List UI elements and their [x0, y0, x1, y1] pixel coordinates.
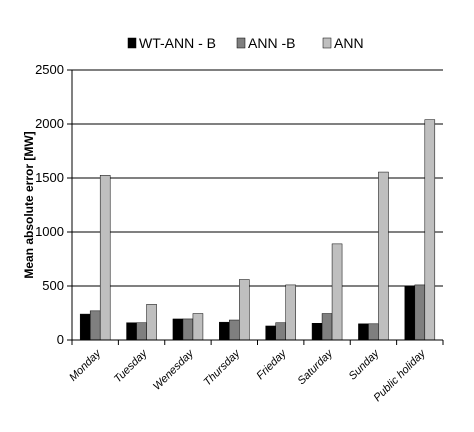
legend-label: ANN	[334, 35, 364, 51]
bar	[275, 322, 286, 341]
x-category-label: Thursday	[202, 347, 244, 389]
bar	[414, 284, 426, 341]
y-tick-label: 500	[42, 278, 64, 293]
y-tick-label: 1500	[35, 170, 64, 185]
bar	[331, 243, 343, 341]
bar	[126, 322, 137, 341]
x-category-label: Frieday	[254, 347, 289, 382]
bars	[79, 119, 436, 341]
bar	[321, 313, 333, 341]
bar	[79, 313, 91, 341]
y-tick-label: 1000	[35, 224, 64, 239]
bar	[285, 284, 296, 341]
x-tick-labels: Monday Tuesday Wenesday Thursday Frieday Satu…	[67, 347, 429, 405]
x-category-label: Saturday	[296, 347, 337, 388]
bar	[89, 310, 101, 341]
legend-label: ANN -B	[248, 35, 295, 51]
y-tick-label: 0	[57, 332, 64, 347]
y-axis-label: Mean absolute error [MW]	[22, 131, 36, 278]
bar	[136, 322, 147, 341]
bar	[99, 175, 111, 341]
y-tick-label: 2500	[35, 62, 64, 77]
legend: WT-ANN - B ANN -B ANN	[127, 35, 364, 51]
bar	[378, 171, 389, 341]
bar	[172, 318, 184, 341]
bar	[192, 313, 204, 341]
y-tick-label: 2000	[35, 116, 64, 131]
bar	[146, 304, 157, 341]
y-tick-labels: 0 500 1000 1500 2000 2500	[35, 62, 64, 347]
x-category-label: Tuesday	[112, 347, 151, 386]
bar	[358, 323, 369, 341]
axes	[67, 69, 444, 345]
x-category-label: Wenesday	[151, 347, 197, 393]
bar	[424, 119, 436, 341]
x-category-label: Monday	[67, 347, 104, 384]
x-category-label: Sunday	[347, 347, 383, 383]
bar	[239, 279, 250, 341]
legend-swatch	[127, 37, 137, 49]
legend-label: WT-ANN - B	[139, 35, 216, 51]
legend-swatch	[322, 37, 332, 49]
bar	[311, 323, 323, 341]
bar	[182, 318, 194, 341]
bar	[229, 319, 240, 341]
bar	[265, 325, 276, 341]
bar	[219, 321, 230, 341]
bar	[404, 285, 416, 341]
legend-swatch	[236, 37, 246, 49]
bar	[368, 323, 379, 341]
